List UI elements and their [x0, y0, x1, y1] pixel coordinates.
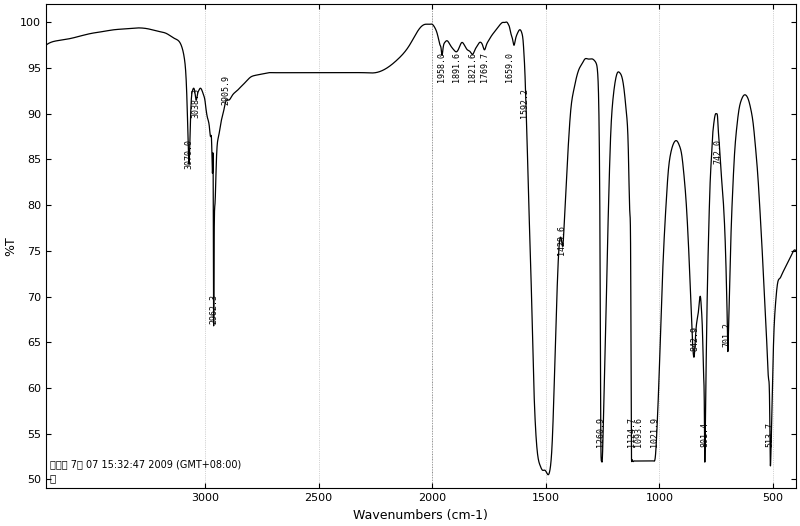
Text: 1891.6: 1891.6 — [452, 52, 462, 82]
Text: 1093.6: 1093.6 — [634, 417, 642, 447]
Text: 1592.2: 1592.2 — [520, 88, 530, 118]
Text: 四: 四 — [50, 473, 56, 483]
X-axis label: Wavenumbers (cm-1): Wavenumbers (cm-1) — [354, 509, 488, 522]
Text: 星期二 7月 07 15:32:47 2009 (GMT+08:00): 星期二 7月 07 15:32:47 2009 (GMT+08:00) — [50, 459, 241, 469]
Text: 801.4: 801.4 — [700, 422, 709, 447]
Text: 3038.3: 3038.3 — [192, 88, 201, 118]
Text: 1821.6: 1821.6 — [468, 52, 478, 82]
Text: 2905.9: 2905.9 — [222, 75, 230, 105]
Text: 1429.6: 1429.6 — [558, 226, 566, 256]
Text: 1659.0: 1659.0 — [505, 52, 514, 82]
Text: 701.2: 701.2 — [723, 322, 732, 347]
Text: 842.9: 842.9 — [690, 326, 700, 351]
Text: 1260.9: 1260.9 — [596, 417, 605, 447]
Text: 1124.7: 1124.7 — [626, 417, 636, 447]
Text: 742.0: 742.0 — [714, 139, 722, 164]
Text: 3070.0: 3070.0 — [185, 139, 194, 169]
Text: 1769.7: 1769.7 — [480, 52, 489, 82]
Text: 1958.0: 1958.0 — [438, 52, 446, 82]
Y-axis label: %T: %T — [4, 236, 17, 256]
Text: 1021.9: 1021.9 — [650, 417, 659, 447]
Text: 2962.3: 2962.3 — [209, 294, 218, 324]
Text: 513.7: 513.7 — [766, 422, 774, 447]
